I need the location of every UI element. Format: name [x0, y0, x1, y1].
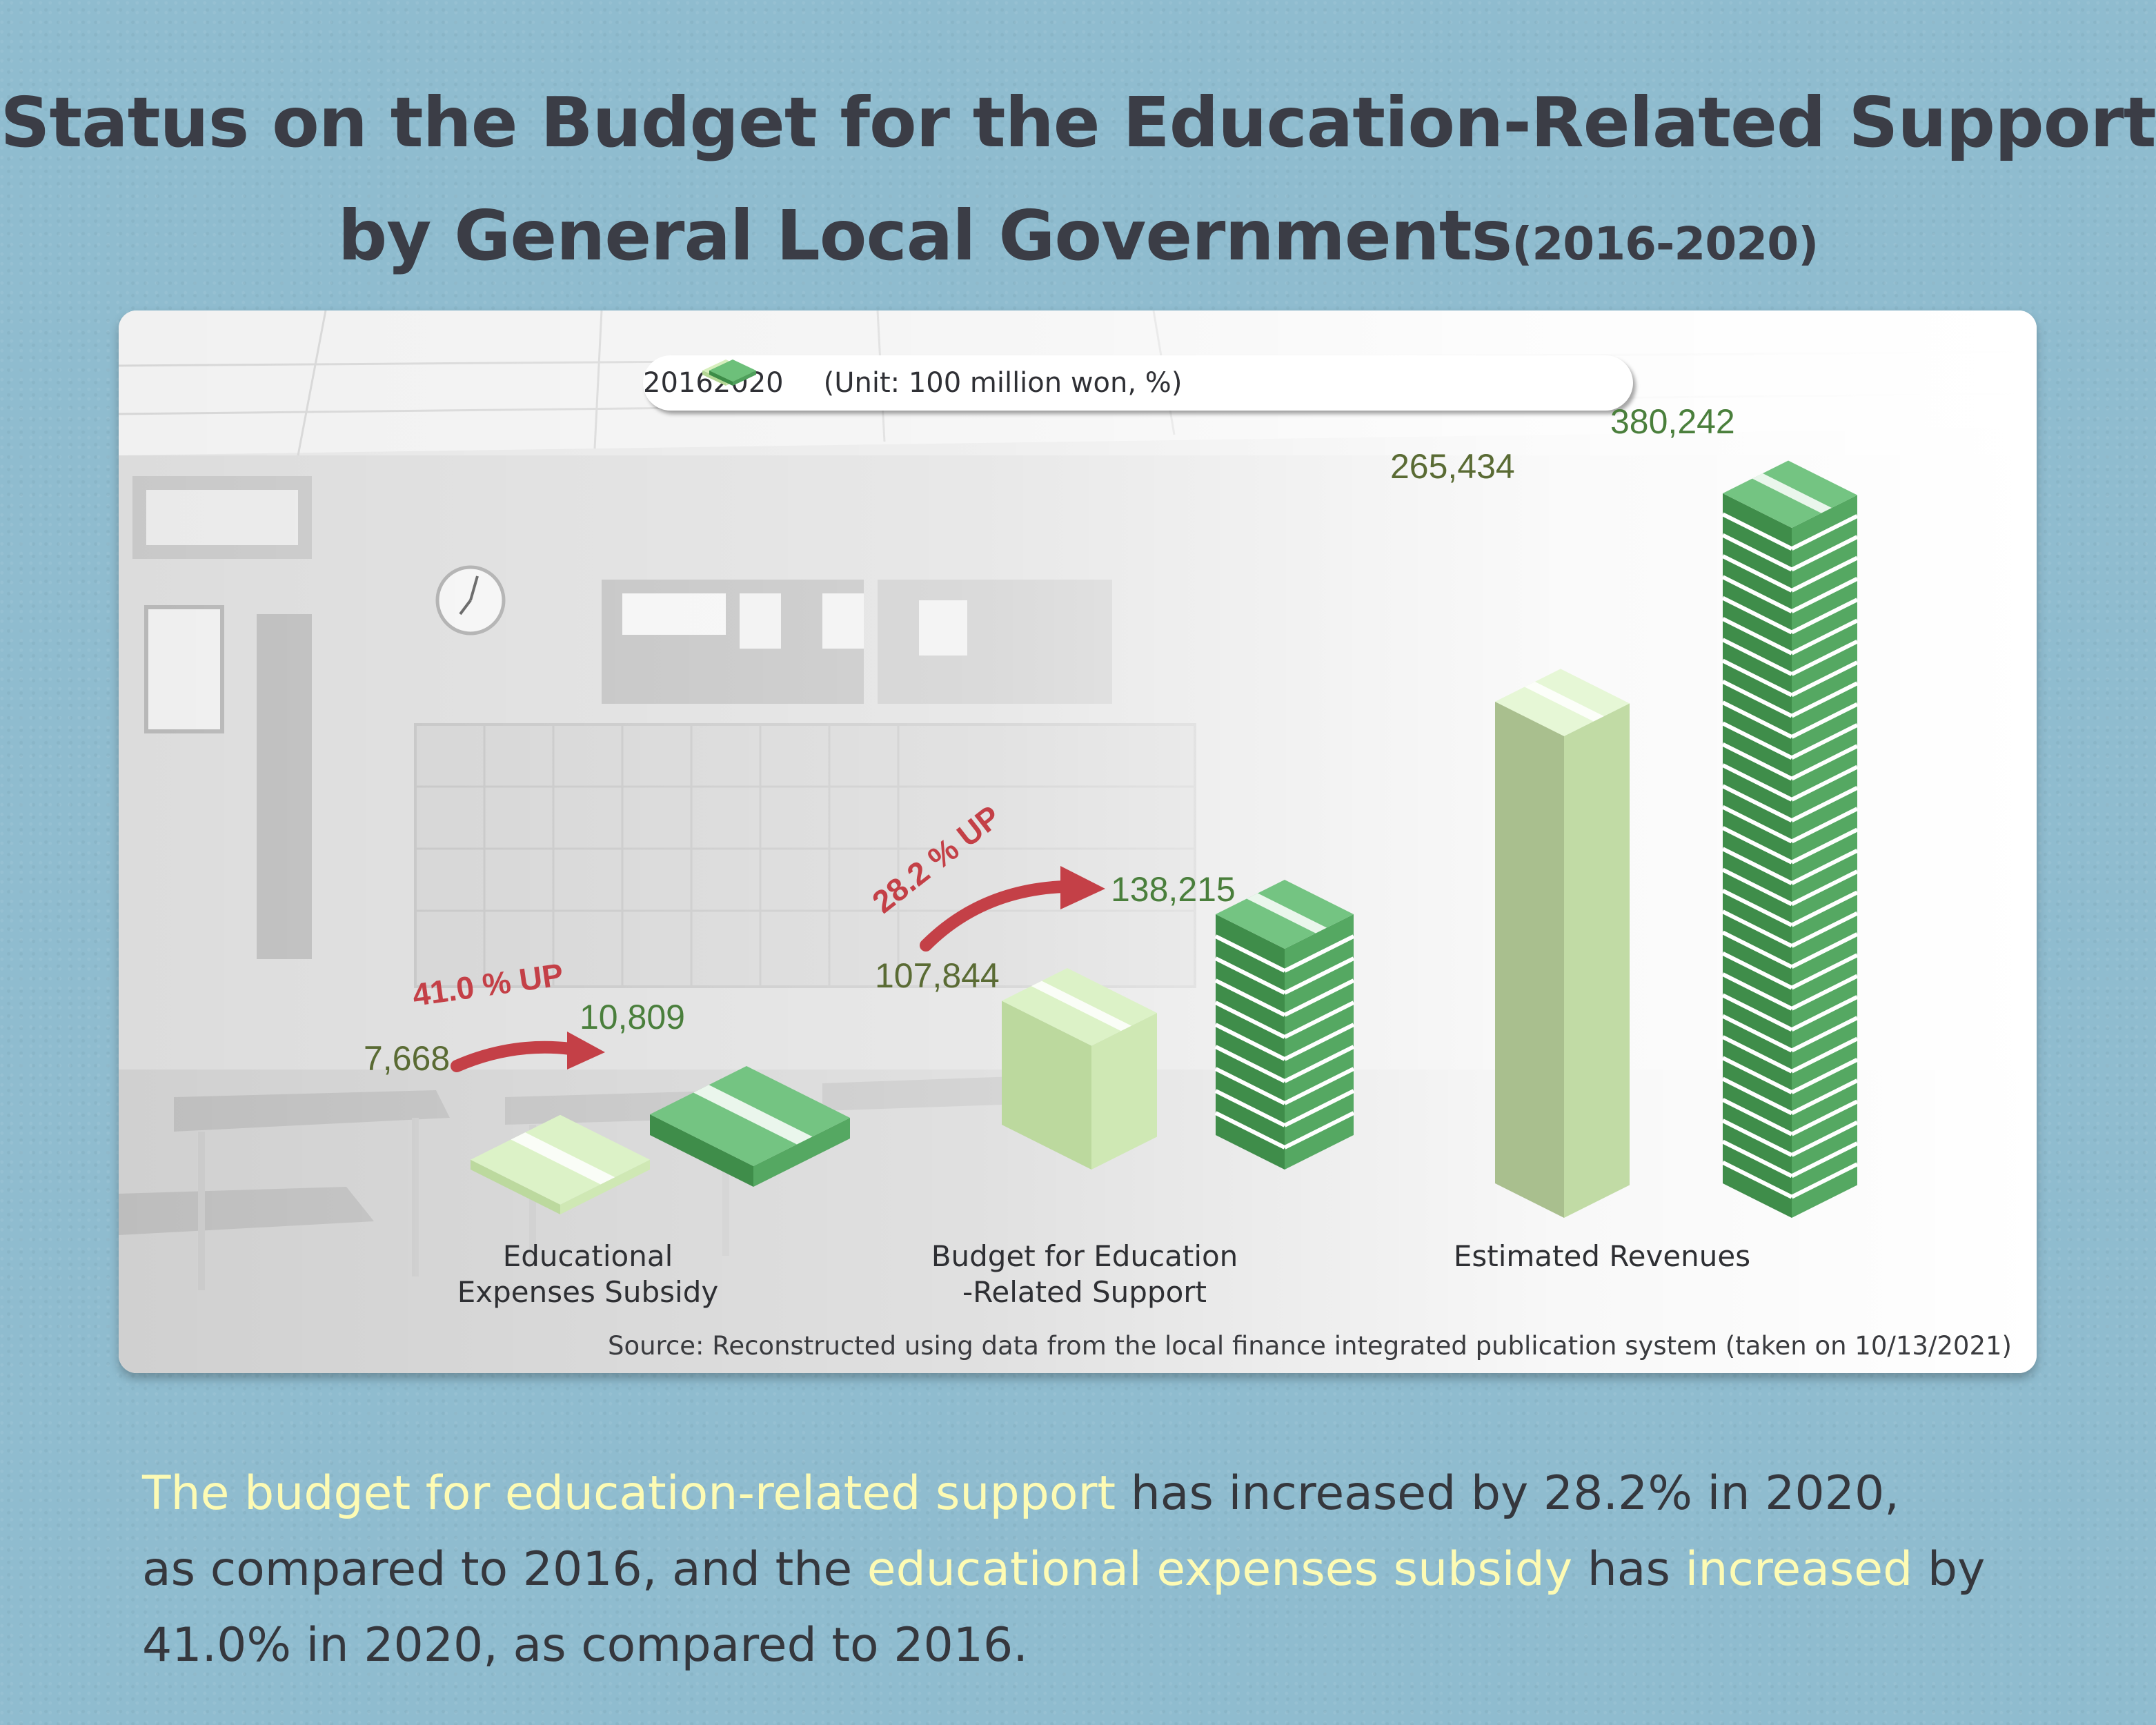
category-label-revenues-line1: Estimated Revenues: [1453, 1239, 1751, 1273]
bars-layer: [471, 460, 1859, 1218]
title-line-2-text: by General Local Governments: [337, 195, 1512, 276]
chart-svg: [119, 310, 2037, 1373]
category-label-subsidy-line2: Expenses Subsidy: [457, 1275, 719, 1309]
arrows-layer: [451, 866, 1105, 1072]
value-label-budget-2016: 107,844: [875, 956, 1000, 995]
category-label-subsidy: Educational Expenses Subsidy: [415, 1239, 760, 1310]
summary-text-2: as compared to 2016, and the: [142, 1542, 867, 1597]
bar-budget-2016: [1002, 968, 1157, 1170]
category-label-subsidy-line1: Educational: [502, 1239, 673, 1273]
summary-text-4: by: [1912, 1542, 1986, 1597]
legend-label-2016: 2016: [643, 367, 713, 399]
summary-text: The budget for education-related support…: [142, 1456, 2074, 1684]
value-label-revenues-2016: 265,434: [1390, 447, 1515, 486]
bar-budget-2020: [1214, 880, 1355, 1170]
category-label-budget-line1: Budget for Education: [931, 1239, 1238, 1273]
bar-subsidy-2016: [471, 1114, 650, 1214]
category-label-revenues: Estimated Revenues: [1409, 1239, 1795, 1274]
source-note: Source: Reconstructed using data from th…: [607, 1331, 2012, 1361]
summary-highlight-subsidy: educational expenses subsidy: [867, 1542, 1573, 1597]
chart-panel: 2016 2020 (Unit: 100 million won, %) 7,6…: [119, 310, 2037, 1373]
summary-highlight-budget: The budget for education-related support: [142, 1466, 1116, 1521]
legend: 2016 2020 (Unit: 100 million won, %): [643, 355, 1633, 411]
category-label-budget-line2: -Related Support: [962, 1275, 1207, 1309]
classroom-illustration: [119, 310, 2037, 1373]
summary-text-1: has increased by 28.2% in 2020,: [1116, 1466, 1899, 1521]
value-label-revenues-2020: 380,242: [1610, 402, 1735, 441]
legend-swatch-2020: [709, 359, 756, 386]
category-label-budget: Budget for Education -Related Support: [905, 1239, 1264, 1310]
value-label-subsidy-2020: 10,809: [580, 998, 685, 1036]
title-years: (2016-2020): [1512, 217, 1819, 270]
bar-revenues-2016: [1495, 669, 1630, 1218]
increase-arrow-subsidy: [451, 1032, 605, 1072]
summary-text-5: 41.0% in 2020, as compared to 2016.: [142, 1618, 1028, 1673]
increase-arrow-budget: [920, 866, 1105, 952]
legend-unit: (Unit: 100 million won, %): [823, 367, 1183, 399]
summary-highlight-increased: increased: [1685, 1542, 1913, 1597]
page-title: Status on the Budget for the Education-R…: [0, 66, 2156, 301]
value-label-subsidy-2016: 7,668: [364, 1039, 451, 1078]
summary-text-3: has: [1572, 1542, 1685, 1597]
title-line-1: Status on the Budget for the Education-R…: [0, 82, 2156, 163]
bar-revenues-2020: [1721, 460, 1859, 1218]
value-label-budget-2020: 138,215: [1111, 870, 1236, 909]
title-line-2: by General Local Governments(2016-2020): [0, 179, 2156, 301]
bar-subsidy-2020: [650, 1066, 850, 1187]
